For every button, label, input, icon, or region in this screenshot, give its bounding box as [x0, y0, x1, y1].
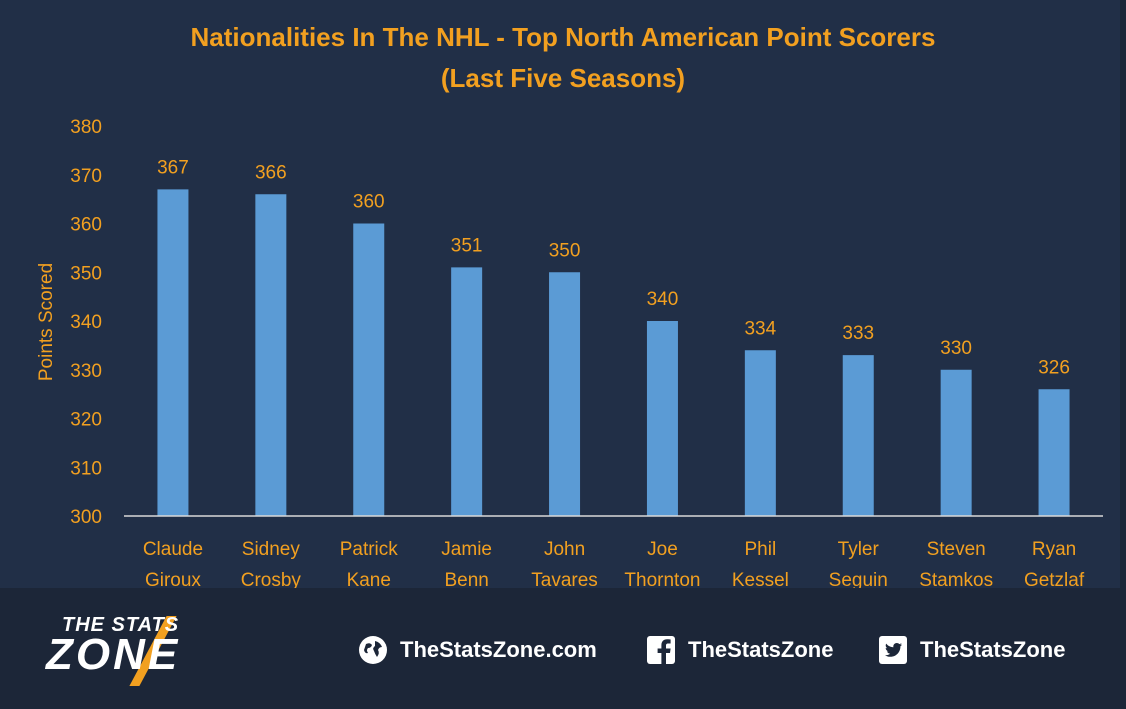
- value-label: 340: [647, 289, 679, 310]
- bar: [255, 194, 287, 516]
- value-label: 350: [549, 240, 581, 261]
- y-tick-label: 360: [70, 215, 102, 236]
- footer: THE STATS ZONE TheStatsZone.com TheStats…: [0, 588, 1126, 709]
- value-labels: 367 366 360 351 350 340 334 333 330 326: [157, 157, 1070, 378]
- y-tick-label: 340: [70, 312, 102, 333]
- x-tick-label: Giroux: [145, 570, 201, 588]
- x-tick-label: Crosby: [241, 570, 302, 588]
- logo-bottom-text: ZONE: [46, 630, 181, 679]
- x-tick-label: Seguin: [829, 570, 888, 588]
- x-tick-label: Thornton: [624, 570, 700, 588]
- bar-chart: Nationalities In The NHL - Top North Ame…: [36, 22, 1103, 588]
- chart-title: Nationalities In The NHL - Top North Ame…: [191, 22, 936, 52]
- y-tick-label: 370: [70, 166, 102, 187]
- x-tick-label: Steven: [927, 539, 986, 560]
- x-tick-label: Jamie: [441, 539, 492, 560]
- x-tick-label: Kessel: [732, 570, 789, 588]
- bars: [157, 189, 1070, 516]
- value-label: 351: [451, 235, 483, 256]
- bar: [744, 350, 776, 516]
- chart-area: Nationalities In The NHL - Top North Ame…: [0, 0, 1120, 588]
- value-label: 330: [940, 338, 972, 359]
- x-tick-label: Joe: [647, 539, 678, 560]
- bar: [646, 321, 678, 516]
- x-tick-label: Patrick: [340, 539, 399, 560]
- bar: [353, 223, 385, 516]
- x-tick-label: Ryan: [1032, 539, 1076, 560]
- bar: [157, 189, 189, 516]
- y-tick-label: 310: [70, 458, 102, 479]
- x-tick-label: Getzlaf: [1024, 570, 1085, 588]
- bar: [549, 272, 581, 516]
- facebook-icon: [647, 636, 675, 664]
- y-axis-label: Points Scored: [36, 263, 57, 381]
- y-axis-ticks: 300 310 320 330 340 350 360 370 380: [70, 117, 102, 528]
- logo-top-text: THE STATS: [62, 614, 180, 636]
- x-tick-label: Claude: [143, 539, 203, 560]
- bar: [1038, 389, 1070, 516]
- value-label: 326: [1038, 357, 1070, 378]
- x-tick-label: Kane: [347, 570, 391, 588]
- y-tick-label: 380: [70, 117, 102, 138]
- chart-subtitle: (Last Five Seasons): [441, 63, 685, 93]
- twitter-icon: [879, 636, 907, 664]
- x-tick-label: John: [544, 539, 585, 560]
- x-axis-labels: Claude Giroux Sidney Crosby Patrick Kane Jamie…: [143, 539, 1085, 588]
- value-label: 366: [255, 162, 287, 183]
- value-label: 360: [353, 192, 385, 213]
- twitter-text: TheStatsZone: [920, 637, 1066, 662]
- value-label: 333: [842, 323, 874, 344]
- y-tick-label: 300: [70, 507, 102, 528]
- x-tick-label: Phil: [745, 539, 777, 560]
- website-text: TheStatsZone.com: [400, 637, 597, 662]
- y-tick-label: 350: [70, 263, 102, 284]
- globe-icon: [359, 636, 387, 664]
- x-tick-label: Stamkos: [919, 570, 993, 588]
- bar: [451, 267, 483, 516]
- y-tick-label: 320: [70, 410, 102, 431]
- bar: [940, 369, 972, 516]
- stats-zone-logo: THE STATS ZONE: [40, 610, 250, 690]
- x-tick-label: Sidney: [242, 539, 301, 560]
- bar: [842, 355, 874, 516]
- facebook-link[interactable]: TheStatsZone: [646, 632, 833, 668]
- website-link[interactable]: TheStatsZone.com: [358, 632, 597, 668]
- value-label: 367: [157, 157, 189, 178]
- x-tick-label: Benn: [444, 570, 488, 588]
- x-tick-label: Tyler: [838, 539, 880, 560]
- y-tick-label: 330: [70, 361, 102, 382]
- facebook-text: TheStatsZone: [688, 637, 834, 662]
- x-tick-label: Tavares: [531, 570, 598, 588]
- value-label: 334: [744, 318, 776, 339]
- twitter-link[interactable]: TheStatsZone: [878, 632, 1065, 668]
